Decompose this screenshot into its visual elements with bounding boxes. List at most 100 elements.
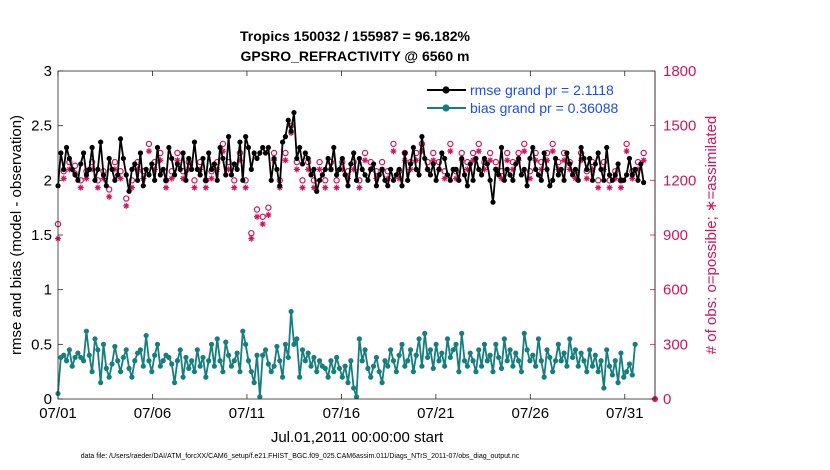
rmse-point (430, 161, 436, 167)
rmse-point (268, 177, 274, 183)
rmse-point (214, 177, 220, 183)
rmse-point (359, 166, 365, 172)
rmse-point (177, 166, 183, 172)
rmse-point (282, 134, 289, 140)
bias-point (248, 369, 254, 375)
bias-point (112, 343, 118, 350)
chart-title-line2: GPSRO_REFRACTIVITY @ 6560 m (241, 48, 470, 64)
bias-point (149, 369, 155, 375)
obs-possible-point (310, 177, 318, 184)
bias-point (302, 358, 308, 364)
rmse-point (189, 166, 195, 172)
rmse-point (89, 144, 95, 151)
bias-point (100, 341, 107, 347)
rmse-point (388, 166, 394, 172)
rmse-point (396, 166, 402, 172)
bias-point (279, 374, 286, 380)
rmse-point (379, 166, 385, 172)
obs-assimilated-point (356, 184, 363, 191)
bias-point (533, 363, 539, 369)
rmse-point (100, 172, 107, 178)
rmse-point (211, 161, 217, 167)
rmse-point (498, 144, 505, 151)
rmse-point (61, 166, 67, 172)
x-axis-label: Jul.01,2011 00:00:00 start (271, 429, 444, 446)
obs-assimilated-point (390, 148, 397, 155)
obs-assimilated-point (487, 157, 494, 164)
rmse-point (274, 166, 280, 172)
bias-point (632, 341, 638, 347)
bias-point (254, 352, 260, 358)
bias-point (211, 363, 217, 369)
bias-point (126, 365, 132, 371)
rmse-point (541, 150, 547, 156)
bias-point (240, 328, 246, 334)
rmse-point (481, 155, 488, 162)
bias-point (501, 336, 507, 342)
rmse-point (530, 144, 536, 151)
bias-point (359, 358, 365, 364)
rmse-point (137, 150, 144, 156)
rmse-point (527, 155, 533, 162)
bias-point (157, 363, 163, 369)
bias-point (515, 358, 522, 364)
rmse-point (285, 117, 291, 123)
bias-point (464, 363, 470, 369)
rmse-point (393, 172, 399, 178)
bias-point (123, 347, 129, 353)
obs-possible-point (105, 186, 113, 193)
rmse-point (180, 150, 186, 156)
bias-point (609, 372, 615, 378)
obs-assimilated-point (447, 148, 454, 155)
rmse-point (140, 183, 146, 189)
rmse-point (291, 109, 297, 116)
bias-point (433, 341, 439, 347)
obs-assimilated-point (145, 148, 152, 155)
rmse-point (569, 172, 576, 178)
rmse-point (405, 177, 411, 183)
bias-point (481, 341, 488, 347)
rmse-point (624, 172, 630, 178)
rmse-point (612, 172, 618, 178)
rmse-point (135, 177, 141, 183)
bias-point (427, 347, 434, 353)
bias-point (473, 369, 479, 375)
bias-point (160, 358, 166, 364)
rmse-point (581, 155, 587, 162)
bias-point (416, 336, 422, 342)
plot-frame (57, 70, 656, 400)
bias-point (200, 354, 206, 361)
obs-assimilated-point (259, 221, 266, 228)
obs-assimilated-point (504, 157, 511, 164)
footnote-data-file: data file: /Users/raeder/DAI/ATM_forcXX/… (81, 453, 520, 460)
rmse-point (413, 166, 419, 172)
bias-point (243, 341, 249, 347)
bias-point (618, 350, 624, 356)
y-right-tick-label: 300 (663, 336, 688, 353)
rmse-point (345, 183, 351, 189)
bias-point (83, 328, 90, 334)
obs-possible-point (265, 204, 272, 211)
bias-point (405, 358, 411, 364)
rmse-point (183, 177, 189, 183)
rmse-point (186, 155, 192, 162)
rmse-point (314, 188, 320, 194)
rmse-point (342, 172, 348, 178)
rmse-point (641, 179, 647, 186)
bias-point (89, 369, 95, 375)
rmse-point (459, 155, 465, 162)
bias-line (57, 310, 636, 398)
rmse-point (251, 150, 257, 156)
rmse-point (572, 166, 579, 172)
rmse-point (561, 177, 567, 183)
rmse-point (490, 199, 496, 205)
bias-point (214, 336, 220, 342)
obs-assimilated-point (254, 213, 261, 220)
bias-point (98, 380, 104, 386)
rmse-point (260, 144, 266, 151)
obs-possible-point (333, 177, 340, 184)
bias-point (612, 358, 618, 364)
rmse-point (191, 139, 198, 145)
rmse-point (302, 150, 308, 156)
obs-assimilated-point (430, 157, 437, 164)
